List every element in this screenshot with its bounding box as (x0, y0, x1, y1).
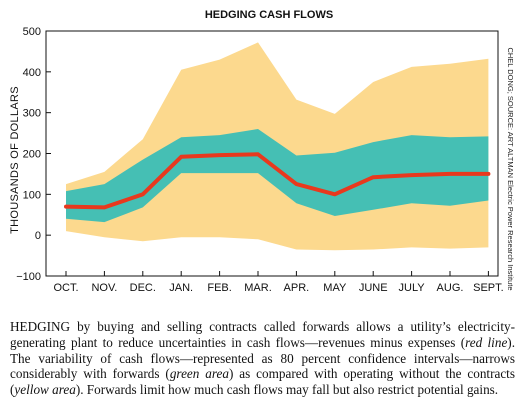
figure-caption: HEDGING by buying and selling contracts … (10, 319, 515, 398)
x-tick-label: SEPT. (473, 282, 504, 294)
x-tick-label: JUNE (359, 282, 388, 294)
x-tick-label: JULY (399, 282, 426, 294)
caption-yellow-label: yellow area (14, 382, 76, 398)
x-tick-label: APR. (284, 282, 310, 294)
plot-area (64, 42, 491, 251)
caption-part-4: ). Forwards limit how much cash flows ma… (75, 382, 499, 398)
x-tick-label: OCT. (53, 282, 78, 294)
caption-part-1: HEDGING by buying and selling contracts … (10, 319, 515, 350)
y-tick-label: 300 (23, 108, 41, 120)
red-cash-flow-line (64, 152, 491, 210)
y-axis-label: THOUSANDS OF DOLLARS (9, 86, 21, 234)
x-tick-label: AUG. (437, 282, 464, 294)
source-credit: CHEL DONG; SOURCE: ART ALTMAN Electric P… (506, 47, 515, 290)
x-tick-label: FEB. (207, 282, 231, 294)
y-tick-label: 200 (23, 149, 41, 161)
caption-green-label: green area (169, 366, 229, 382)
green-area-band (66, 129, 489, 223)
x-tick-label: MAR. (244, 282, 272, 294)
axes: 500 400 300 200 100 0 −100 OCT. NOV. DEC. JAN. FEB.… (16, 26, 503, 294)
y-tick-label: 0 (35, 230, 41, 242)
y-tick-label: −100 (16, 271, 41, 283)
x-tick-label: JAN. (169, 282, 193, 294)
caption-red-label: red line (465, 334, 508, 350)
x-tick-label: DEC. (130, 282, 156, 294)
y-tick-label: 100 (23, 189, 41, 201)
x-tick-label: MAY (323, 282, 347, 294)
caption-part-2: ). The variability of cash flows—represe… (10, 334, 515, 382)
y-tick-label: 500 (23, 26, 41, 38)
x-tick-label: NOV. (91, 282, 117, 294)
chart-title: HEDGING CASH FLOWS (205, 9, 333, 21)
y-tick-label: 400 (23, 67, 41, 79)
caption-part-3: ) as compared with operating without the… (10, 366, 515, 398)
chart: HEDGING CASH FLOWS THOUSANDS OF DOLLARS … (9, 9, 515, 294)
